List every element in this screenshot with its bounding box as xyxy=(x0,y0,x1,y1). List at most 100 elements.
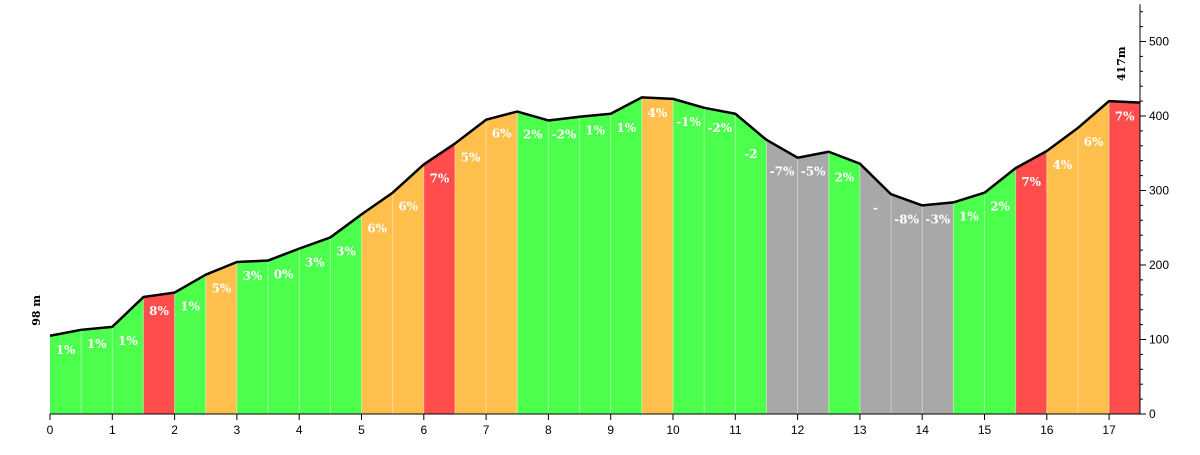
profile-segment xyxy=(984,168,1016,414)
segment-gradient-label: 1% xyxy=(959,209,979,223)
profile-segment xyxy=(299,237,331,414)
profile-segment xyxy=(1109,101,1141,414)
segment-gradient-label: -8% xyxy=(894,212,919,226)
y-tick-label: 500 xyxy=(1149,35,1169,49)
dividers-layer xyxy=(80,97,1110,414)
start-elevation-label: 98 m xyxy=(30,295,43,326)
x-tick-label: 16 xyxy=(1040,423,1054,437)
segment-gradient-label: 7% xyxy=(1115,110,1135,124)
segment-gradient-label: -1% xyxy=(676,115,701,129)
segment-gradient-label: -5% xyxy=(801,165,826,179)
segment-gradient-label: 5% xyxy=(211,282,231,296)
x-tick-label: 11 xyxy=(729,423,742,437)
segment-gradient-label: 1% xyxy=(87,337,107,351)
segment-gradient-label: 1% xyxy=(56,343,76,357)
x-tick-label: 4 xyxy=(296,423,303,437)
profile-segment xyxy=(50,329,82,414)
profile-segment xyxy=(205,262,237,414)
segments-layer xyxy=(50,97,1141,415)
segment-gradient-label: 6% xyxy=(1084,135,1104,149)
segment-gradient-label: 1% xyxy=(616,121,636,135)
x-tick-label: 8 xyxy=(545,423,552,437)
profile-segment xyxy=(828,151,860,414)
y-tick-label: 300 xyxy=(1149,184,1169,198)
profile-segment xyxy=(330,214,362,414)
profile-segment xyxy=(610,97,642,414)
profile-segment xyxy=(922,202,954,414)
profile-segment xyxy=(454,119,487,414)
x-tick-label: 9 xyxy=(607,423,614,437)
profile-segment xyxy=(361,192,393,414)
profile-segment xyxy=(891,194,923,414)
x-tick-label: 7 xyxy=(483,423,490,437)
y-tick-label: 400 xyxy=(1149,109,1169,123)
profile-segment xyxy=(486,111,518,414)
segment-gradient-label: -2% xyxy=(552,127,577,141)
x-tick-label: 15 xyxy=(978,423,992,437)
profile-segment xyxy=(81,326,113,414)
segment-gradient-label: -2% xyxy=(707,121,732,135)
profile-segment xyxy=(859,163,892,414)
profile-segment xyxy=(673,98,705,415)
x-tick-label: 5 xyxy=(358,423,365,437)
axes-layer: 0 1 2 3 4 5 6 7 8 9 10 11 12 13 14 15 16 1701002003004005… xyxy=(47,4,1169,437)
x-tick-label: 3 xyxy=(234,423,241,437)
x-tick-label: 0 xyxy=(47,423,54,437)
segment-gradient-label: 3% xyxy=(305,256,325,270)
segment-gradient-label: -3% xyxy=(925,212,950,226)
x-tick-label: 6 xyxy=(420,423,427,437)
segment-gradient-label: 3% xyxy=(243,269,263,283)
profile-segment xyxy=(579,113,611,414)
y-tick-label: 200 xyxy=(1149,258,1169,272)
segment-gradient-label: 2% xyxy=(834,171,854,185)
segment-gradient-label: 3% xyxy=(336,244,356,258)
profile-segment xyxy=(1046,127,1078,415)
segment-gradient-label: 5% xyxy=(461,151,481,165)
profile-segment xyxy=(423,143,455,414)
profile-segment xyxy=(268,248,300,414)
profile-segment xyxy=(704,107,736,415)
segment-gradient-label: 1% xyxy=(180,300,200,314)
profile-segment xyxy=(797,151,829,414)
y-tick-label: 100 xyxy=(1149,333,1169,347)
x-tick-label: 14 xyxy=(916,423,930,437)
segment-gradient-label: 1% xyxy=(585,124,605,138)
segment-gradient-label: 7% xyxy=(1021,175,1041,189)
x-tick-label: 1 xyxy=(109,423,116,437)
segment-gradient-label: 1% xyxy=(118,334,138,348)
profile-segment xyxy=(112,297,144,414)
segment-gradient-label: 6% xyxy=(492,127,512,141)
elevation-profile-line xyxy=(49,96,1141,338)
x-tick-label: 10 xyxy=(666,423,680,437)
segment-gradient-label: -7% xyxy=(770,165,795,179)
x-tick-label: 13 xyxy=(853,423,867,437)
segment-gradient-label: 0% xyxy=(274,268,294,282)
end-elevation-label: 417m xyxy=(1115,46,1128,81)
profile-segment xyxy=(236,260,269,414)
profile-segment xyxy=(641,97,673,414)
profile-segment xyxy=(953,192,985,414)
segment-gradient-label: - xyxy=(873,201,878,215)
segment-gradient-label: 2% xyxy=(990,200,1010,214)
y-tick-label: 0 xyxy=(1149,407,1156,421)
profile-segment xyxy=(517,111,549,414)
profile-segment xyxy=(174,274,206,414)
segment-labels-layer: 1% 1% 1%8% 1%5%3% 0%3%3%6%6%7%5%6% 2% -2% 1% 1%4… xyxy=(56,106,1135,357)
profile-segment xyxy=(735,113,767,414)
x-tick-label: 17 xyxy=(1102,423,1116,437)
profile-segment xyxy=(766,139,798,414)
segment-gradient-label: 6% xyxy=(398,200,418,214)
profile-segment xyxy=(143,292,175,414)
segment-gradient-label: 2% xyxy=(523,127,543,141)
segment-gradient-label: 8% xyxy=(149,304,169,318)
segment-gradient-label: 4% xyxy=(1052,158,1072,172)
profile-segment xyxy=(548,116,580,415)
profile-segment xyxy=(1077,101,1110,414)
profile-segment xyxy=(392,164,424,414)
segment-gradient-label: -2 xyxy=(744,147,757,161)
x-tick-label: 2 xyxy=(171,423,178,437)
x-tick-label: 12 xyxy=(791,423,805,437)
segment-gradient-label: 4% xyxy=(648,106,668,120)
